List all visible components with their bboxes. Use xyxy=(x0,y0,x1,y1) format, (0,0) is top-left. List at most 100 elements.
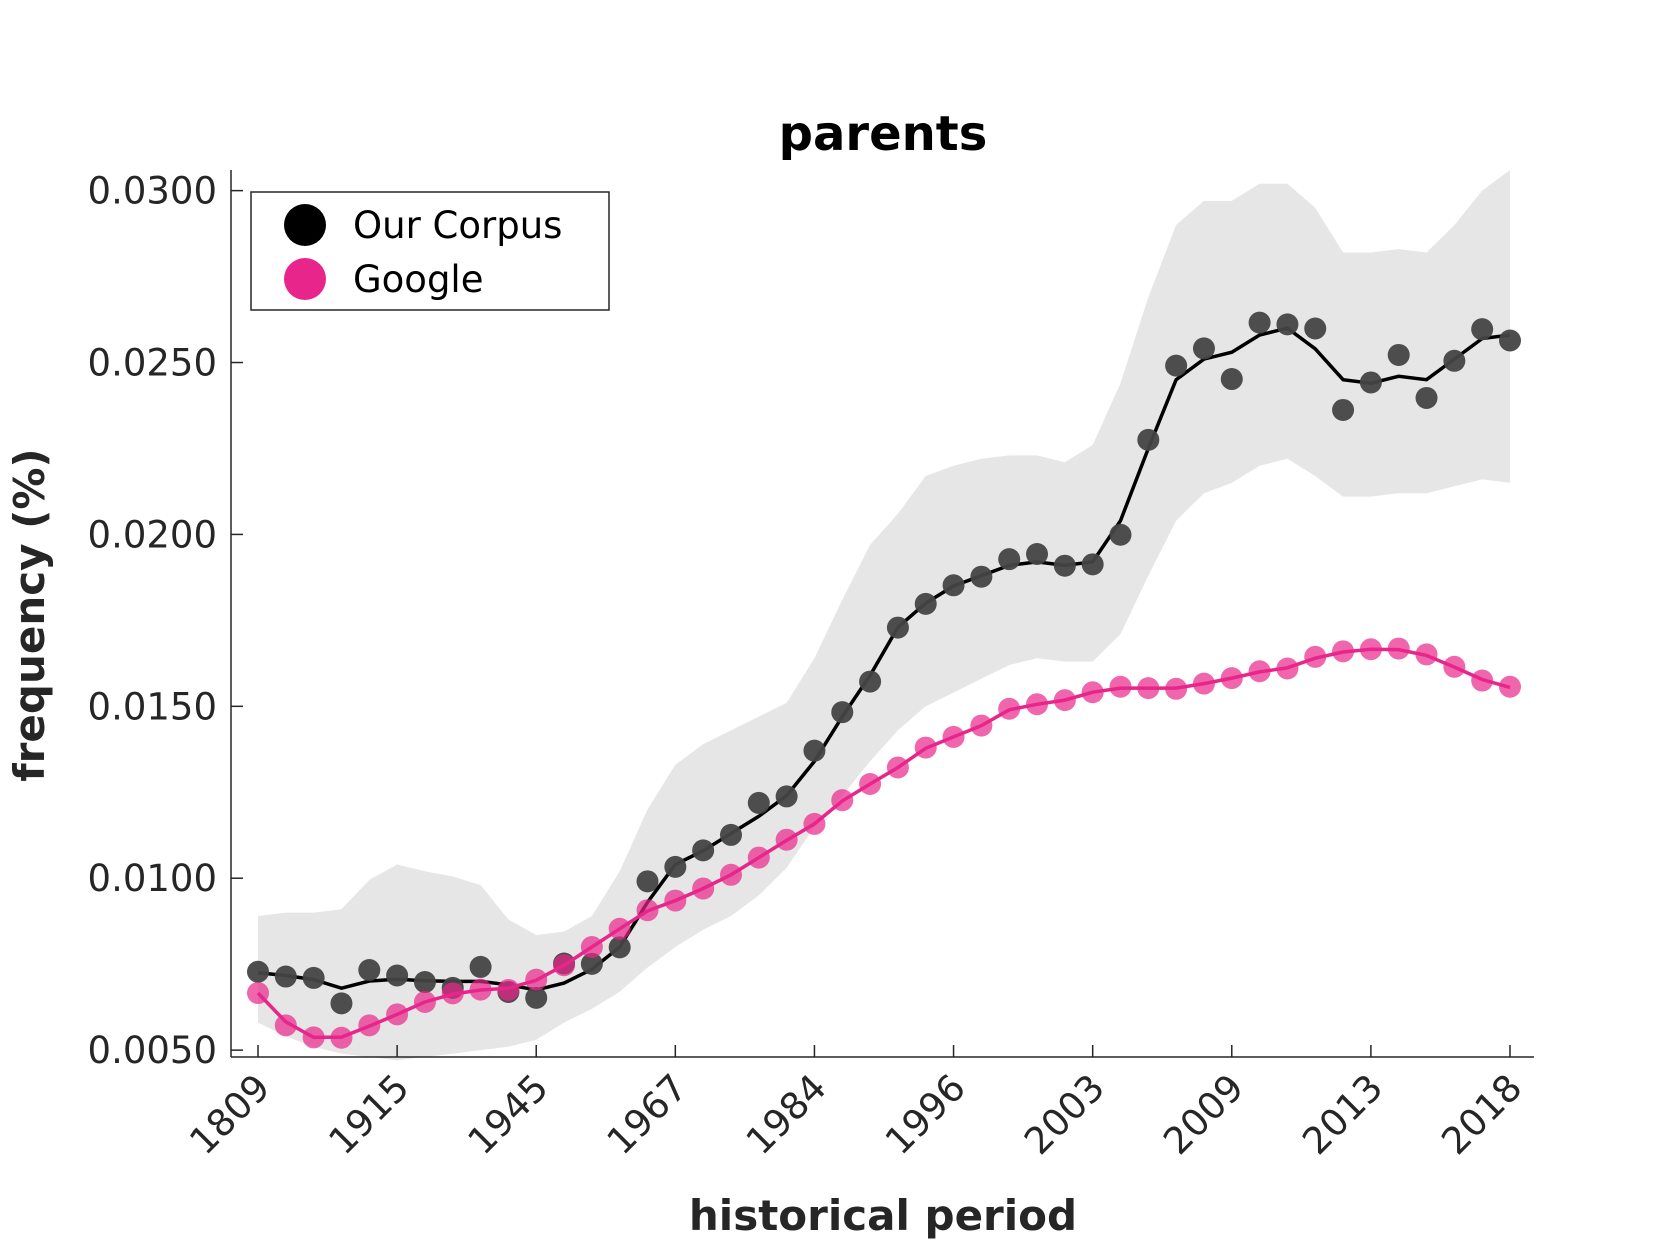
y-tick-label: 0.0150 xyxy=(88,685,217,728)
google-point xyxy=(914,736,937,759)
google-point xyxy=(942,725,965,748)
corpus-point xyxy=(1387,343,1410,366)
corpus-point xyxy=(719,823,742,846)
google-point xyxy=(664,889,687,912)
google-point xyxy=(1081,681,1104,704)
corpus-point xyxy=(692,839,715,862)
google-point xyxy=(386,1003,409,1026)
y-tick-label: 0.0100 xyxy=(88,857,217,900)
corpus-point xyxy=(1081,553,1104,576)
corpus-points xyxy=(247,311,1521,1015)
google-points xyxy=(247,637,1521,1049)
google-point xyxy=(1359,638,1382,661)
corpus-point xyxy=(1192,337,1215,360)
legend-marker-corpus xyxy=(284,204,326,246)
google-point xyxy=(1109,675,1132,698)
corpus-point xyxy=(1137,428,1160,451)
corpus-point xyxy=(747,791,770,814)
google-point xyxy=(831,789,854,812)
x-tick-label: 1915 xyxy=(320,1066,417,1163)
google-point xyxy=(803,812,826,835)
google-point xyxy=(1332,640,1355,663)
x-ticks: 1809 1915 1945 1967 1984 1996 2003 2009 2013 2018 xyxy=(181,1045,1530,1163)
google-point xyxy=(469,978,492,1001)
google-point xyxy=(441,982,464,1005)
google-point xyxy=(497,978,520,1001)
google-point xyxy=(525,968,548,991)
google-point xyxy=(1387,637,1410,660)
corpus-point xyxy=(247,960,269,983)
corpus-point xyxy=(886,616,909,639)
corpus-point xyxy=(386,964,409,987)
y-tick-label: 0.0300 xyxy=(88,170,217,213)
google-point xyxy=(1220,667,1243,690)
corpus-point xyxy=(525,986,548,1009)
google-point xyxy=(1471,669,1494,692)
corpus-point xyxy=(1276,313,1299,336)
corpus-point xyxy=(636,870,659,893)
y-axis-label: frequency (%) xyxy=(5,448,54,781)
google-point xyxy=(553,954,576,977)
y-tick-label: 0.0200 xyxy=(88,513,217,556)
google-point xyxy=(1276,657,1299,680)
google-point xyxy=(608,917,631,940)
plot-area xyxy=(247,170,1521,1061)
google-smoothed-line xyxy=(256,647,1511,1040)
google-point xyxy=(998,697,1021,720)
corpus-point xyxy=(274,965,297,988)
google-point xyxy=(886,756,909,779)
google-point xyxy=(580,935,603,958)
google-point xyxy=(970,714,993,737)
x-tick-label: 1996 xyxy=(877,1066,974,1163)
corpus-point xyxy=(1332,398,1355,421)
x-tick-label: 2009 xyxy=(1155,1066,1252,1163)
corpus-point xyxy=(1499,329,1521,352)
google-point xyxy=(636,899,659,922)
corpus-point xyxy=(469,955,492,978)
google-point xyxy=(302,1026,325,1049)
corpus-point xyxy=(803,739,826,762)
x-tick-label: 1809 xyxy=(181,1066,278,1163)
google-point xyxy=(775,828,798,851)
corpus-point xyxy=(1415,386,1438,409)
corpus-point xyxy=(942,574,965,597)
corpus-point xyxy=(831,701,854,724)
x-axis-label: historical period xyxy=(689,1191,1077,1240)
google-point xyxy=(859,773,882,796)
corpus-point xyxy=(608,936,631,959)
corpus-point xyxy=(330,992,353,1015)
google-point xyxy=(747,846,770,869)
y-tick-label: 0.0250 xyxy=(88,342,217,385)
google-point xyxy=(1499,675,1521,698)
google-point xyxy=(1443,655,1466,678)
corpus-point xyxy=(1026,543,1049,566)
legend-label-corpus: Our Corpus xyxy=(353,204,562,247)
corpus-point xyxy=(914,592,937,615)
google-point xyxy=(1304,645,1327,668)
google-point xyxy=(692,877,715,900)
corpus-point xyxy=(859,670,882,693)
google-point xyxy=(1165,677,1188,700)
confidence-band xyxy=(258,170,1510,1061)
google-point xyxy=(358,1014,381,1037)
google-point xyxy=(1053,689,1076,712)
corpus-point xyxy=(1165,354,1188,377)
x-tick-label: 2018 xyxy=(1433,1066,1530,1163)
x-tick-label: 1984 xyxy=(738,1066,835,1163)
chart-title: parents xyxy=(779,106,988,162)
legend-label-google: Google xyxy=(353,258,483,301)
corpus-point xyxy=(1304,317,1327,340)
corpus-point xyxy=(1053,554,1076,577)
corpus-point xyxy=(1443,349,1466,372)
x-tick-label: 1967 xyxy=(599,1066,696,1163)
google-point xyxy=(247,982,269,1005)
corpus-point xyxy=(664,855,687,878)
corpus-point xyxy=(1359,371,1382,394)
x-tick-label: 2003 xyxy=(1016,1066,1113,1163)
corpus-point xyxy=(302,966,325,989)
corpus-point xyxy=(1109,523,1132,546)
google-point xyxy=(330,1026,353,1049)
google-point xyxy=(1248,660,1271,683)
google-point xyxy=(719,863,742,886)
